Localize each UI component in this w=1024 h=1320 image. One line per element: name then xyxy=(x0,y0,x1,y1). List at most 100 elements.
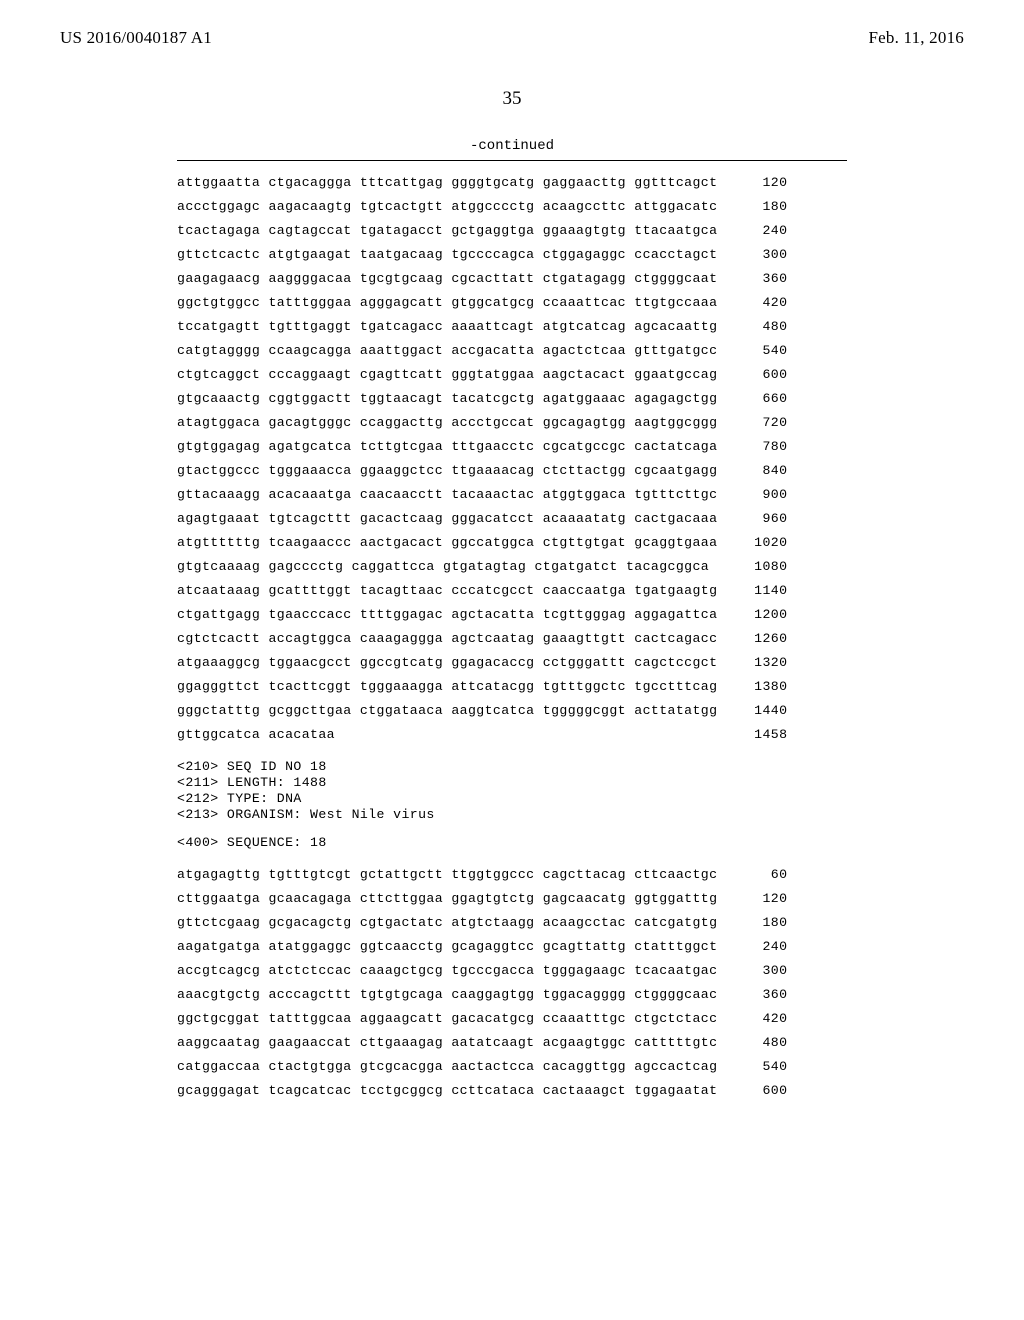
sequence-row: catggaccaa ctactgtgga gtcgcacgga aactact… xyxy=(177,1055,787,1079)
sequence-position: 420 xyxy=(717,291,787,315)
sequence-position: 120 xyxy=(717,887,787,911)
sequence-row: aaacgtgctg acccagcttt tgtgtgcaga caaggag… xyxy=(177,983,787,1007)
sequence-text: gtgcaaactg cggtggactt tggtaacagt tacatcg… xyxy=(177,387,717,411)
top-rule xyxy=(177,160,847,161)
sequence-position: 960 xyxy=(717,507,787,531)
sequence-position: 480 xyxy=(717,315,787,339)
sequence-row: cttggaatga gcaacagaga cttcttggaa ggagtgt… xyxy=(177,887,787,911)
sequence-row: gttctcgaag gcgacagctg cgtgactatc atgtcta… xyxy=(177,911,787,935)
sequence-position: 180 xyxy=(717,911,787,935)
sequence-row: ggagggttct tcacttcggt tgggaaagga attcata… xyxy=(177,675,787,699)
sequence-row: aagatgatga atatggaggc ggtcaacctg gcagagg… xyxy=(177,935,787,959)
sequence-position: 480 xyxy=(717,1031,787,1055)
sequence-text: gttacaaagg acacaaatga caacaacctt tacaaac… xyxy=(177,483,717,507)
sequence-text: aaggcaatag gaagaaccat cttgaaagag aatatca… xyxy=(177,1031,717,1055)
sequence-text: aaacgtgctg acccagcttt tgtgtgcaga caaggag… xyxy=(177,983,717,1007)
sequence-position: 300 xyxy=(717,243,787,267)
sequence-text: agagtgaaat tgtcagcttt gacactcaag gggacat… xyxy=(177,507,717,531)
sequence-text: aagatgatga atatggaggc ggtcaacctg gcagagg… xyxy=(177,935,717,959)
sequence-position: 180 xyxy=(717,195,787,219)
sequence-position: 120 xyxy=(717,171,787,195)
sequence-row: cgtctcactt accagtggca caaagaggga agctcaa… xyxy=(177,627,787,651)
sequence-text: gtgtcaaaag gagcccctg caggattcca gtgatagt… xyxy=(177,555,717,579)
sequence-block: -continued attggaatta ctgacaggga tttcatt… xyxy=(177,138,847,1103)
sequence-row: gttacaaagg acacaaatga caacaacctt tacaaac… xyxy=(177,483,787,507)
sequence-text: accctggagc aagacaagtg tgtcactgtt atggccc… xyxy=(177,195,717,219)
sequence-row: gtactggccc tgggaaacca ggaaggctcc ttgaaaa… xyxy=(177,459,787,483)
sequence-text: ggagggttct tcacttcggt tgggaaagga attcata… xyxy=(177,675,717,699)
sequence-row: ctgtcaggct cccaggaagt cgagttcatt gggtatg… xyxy=(177,363,787,387)
continued-label: -continued xyxy=(177,138,847,154)
sequence-position: 1020 xyxy=(717,531,787,555)
sequence-position: 1080 xyxy=(717,555,787,579)
sequence-text: ggctgtggcc tatttgggaa agggagcatt gtggcat… xyxy=(177,291,717,315)
sequence-text: atcaataaag gcattttggt tacagttaac cccatcg… xyxy=(177,579,717,603)
sequence-row: tccatgagtt tgtttgaggt tgatcagacc aaaattc… xyxy=(177,315,787,339)
sequence-row: gtgcaaactg cggtggactt tggtaacagt tacatcg… xyxy=(177,387,787,411)
sequence-position: 600 xyxy=(717,363,787,387)
sequence-position: 1320 xyxy=(717,651,787,675)
sequence-position: 780 xyxy=(717,435,787,459)
sequence-text: gtgtggagag agatgcatca tcttgtcgaa tttgaac… xyxy=(177,435,717,459)
page-number: 35 xyxy=(60,88,964,110)
seq-meta: <210> SEQ ID NO 18 <211> LENGTH: 1488 <2… xyxy=(177,759,847,823)
sequence-text: cttggaatga gcaacagaga cttcttggaa ggagtgt… xyxy=(177,887,717,911)
sequence-row: attggaatta ctgacaggga tttcattgag ggggtgc… xyxy=(177,171,787,195)
sequence-text: cgtctcactt accagtggca caaagaggga agctcaa… xyxy=(177,627,717,651)
sequence-text: gttctcactc atgtgaagat taatgacaag tgcccca… xyxy=(177,243,717,267)
sequence-position: 1140 xyxy=(717,579,787,603)
sequence-text: gcagggagat tcagcatcac tcctgcggcg ccttcat… xyxy=(177,1079,717,1103)
sequence-text: gttggcatca acacataa xyxy=(177,723,717,747)
sequence-row: atagtggaca gacagtgggc ccaggacttg accctgc… xyxy=(177,411,787,435)
sequence-position: 1458 xyxy=(717,723,787,747)
sequence-row: accctggagc aagacaagtg tgtcactgtt atggccc… xyxy=(177,195,787,219)
sequence-row: ggctgtggcc tatttgggaa agggagcatt gtggcat… xyxy=(177,291,787,315)
sequence-position: 60 xyxy=(717,863,787,887)
sequence-row: gtgtcaaaag gagcccctg caggattcca gtgatagt… xyxy=(177,555,787,579)
sequence-text: catggaccaa ctactgtgga gtcgcacgga aactact… xyxy=(177,1055,717,1079)
sequence-table-top: attggaatta ctgacaggga tttcattgag ggggtgc… xyxy=(177,171,787,747)
sequence-row: accgtcagcg atctctccac caaagctgcg tgcccga… xyxy=(177,959,787,983)
sequence-row: gttggcatca acacataa1458 xyxy=(177,723,787,747)
sequence-text: ctgtcaggct cccaggaagt cgagttcatt gggtatg… xyxy=(177,363,717,387)
sequence-text: gtactggccc tgggaaacca ggaaggctcc ttgaaaa… xyxy=(177,459,717,483)
sequence-row: ggctgcggat tatttggcaa aggaagcatt gacacat… xyxy=(177,1007,787,1031)
sequence-position: 1260 xyxy=(717,627,787,651)
sequence-text: tccatgagtt tgtttgaggt tgatcagacc aaaattc… xyxy=(177,315,717,339)
sequence-position: 300 xyxy=(717,959,787,983)
sequence-text: gttctcgaag gcgacagctg cgtgactatc atgtcta… xyxy=(177,911,717,935)
sequence-position: 540 xyxy=(717,339,787,363)
sequence-text: atgttttttg tcaagaaccc aactgacact ggccatg… xyxy=(177,531,717,555)
sequence-row: catgtagggg ccaagcagga aaattggact accgaca… xyxy=(177,339,787,363)
sequence-row: gcagggagat tcagcatcac tcctgcggcg ccttcat… xyxy=(177,1079,787,1103)
sequence-position: 720 xyxy=(717,411,787,435)
sequence-position: 360 xyxy=(717,267,787,291)
sequence-position: 240 xyxy=(717,219,787,243)
seq-label: <400> SEQUENCE: 18 xyxy=(177,835,847,851)
sequence-text: atgaaaggcg tggaacgcct ggccgtcatg ggagaca… xyxy=(177,651,717,675)
sequence-row: gttctcactc atgtgaagat taatgacaag tgcccca… xyxy=(177,243,787,267)
sequence-row: atgttttttg tcaagaaccc aactgacact ggccatg… xyxy=(177,531,787,555)
page: US 2016/0040187 A1 Feb. 11, 2016 35 -con… xyxy=(0,0,1024,1320)
sequence-row: gtgtggagag agatgcatca tcttgtcgaa tttgaac… xyxy=(177,435,787,459)
sequence-position: 1380 xyxy=(717,675,787,699)
header: US 2016/0040187 A1 Feb. 11, 2016 xyxy=(60,28,964,48)
sequence-text: atagtggaca gacagtgggc ccaggacttg accctgc… xyxy=(177,411,717,435)
sequence-row: tcactagaga cagtagccat tgatagacct gctgagg… xyxy=(177,219,787,243)
sequence-position: 420 xyxy=(717,1007,787,1031)
pub-date: Feb. 11, 2016 xyxy=(869,28,964,48)
pub-number: US 2016/0040187 A1 xyxy=(60,28,212,48)
sequence-text: attggaatta ctgacaggga tttcattgag ggggtgc… xyxy=(177,171,717,195)
sequence-table-bottom: atgagagttg tgtttgtcgt gctattgctt ttggtgg… xyxy=(177,863,787,1103)
sequence-text: gggctatttg gcggcttgaa ctggataaca aaggtca… xyxy=(177,699,717,723)
sequence-row: gaagagaacg aaggggacaa tgcgtgcaag cgcactt… xyxy=(177,267,787,291)
sequence-text: catgtagggg ccaagcagga aaattggact accgaca… xyxy=(177,339,717,363)
sequence-text: atgagagttg tgtttgtcgt gctattgctt ttggtgg… xyxy=(177,863,717,887)
sequence-text: tcactagaga cagtagccat tgatagacct gctgagg… xyxy=(177,219,717,243)
sequence-position: 1440 xyxy=(717,699,787,723)
sequence-position: 660 xyxy=(717,387,787,411)
sequence-position: 240 xyxy=(717,935,787,959)
sequence-row: gggctatttg gcggcttgaa ctggataaca aaggtca… xyxy=(177,699,787,723)
sequence-position: 900 xyxy=(717,483,787,507)
sequence-row: atgaaaggcg tggaacgcct ggccgtcatg ggagaca… xyxy=(177,651,787,675)
